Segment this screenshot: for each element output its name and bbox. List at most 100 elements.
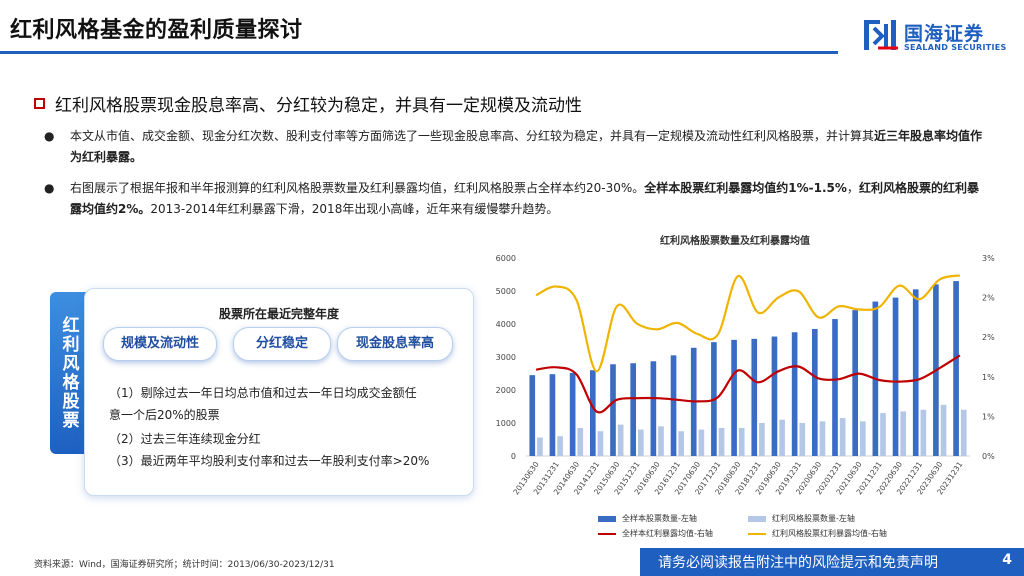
bullet-1-text: 本文从市值、成交金额、现金分红次数、股利支付率等方面筛选了一些现金股息率高、分红… <box>70 129 875 143</box>
bar-div-count <box>960 409 967 456</box>
right-axis-tick-label: 1% <box>982 373 995 382</box>
criterion-3: （3）最近两年平均股利支付率和过去一年股利支付率>20% <box>109 454 430 468</box>
legend-item-all-count: 全样本股票数量-左轴 <box>598 513 697 524</box>
title-underline <box>0 51 838 54</box>
criterion-2: （2）过去三年连续现金分红 <box>109 432 261 446</box>
data-source-note: 资料来源：Wind，国海证券研究所；统计时间：2013/06/30-2023/1… <box>34 560 335 570</box>
bar-all-count <box>912 289 919 456</box>
bullet-paragraph-1: ● 本文从市值、成交金额、现金分红次数、股利支付率等方面筛选了一些现金股息率高、… <box>44 126 990 168</box>
bar-div-count <box>860 421 866 456</box>
legend-swatch <box>598 532 616 535</box>
legend-item-div-exposure: 红利风格股票红利暴露均值-右轴 <box>748 528 887 539</box>
page-title: 红利风格基金的盈利质量探讨 <box>10 18 303 43</box>
bar-div-count <box>577 427 584 456</box>
legend-swatch <box>748 532 766 535</box>
panel-side-label: 红利风格股票 <box>50 292 88 454</box>
bar-div-count <box>658 426 664 456</box>
bar-div-count <box>839 418 846 456</box>
bullet-paragraph-2: ● 右图展示了根据年报和半年报测算的红利风格股票数量及红利暴露均值，红利风格股票… <box>44 178 990 220</box>
right-axis-tick-label: 1% <box>982 412 995 421</box>
footer-bar: 请务必阅读报告附注中的风险提示和免责声明 4 <box>640 548 1024 576</box>
criterion-1-line-1: （1）剔除过去一年日均总市值和过去一年日均成交金额任 <box>109 386 417 400</box>
bullet-2-text-3: 2013-2014年红利暴露下滑，2018年出现小高峰，近年来有缓慢攀升趋势。 <box>150 202 559 216</box>
bar-div-count <box>940 404 947 456</box>
left-axis-tick-label: 0 <box>511 452 516 461</box>
pill-dividend-stable: 分红稳定 <box>233 327 331 361</box>
square-bullet-icon <box>34 98 45 109</box>
bar-div-count <box>617 424 624 456</box>
bullet-2-bold-1: 全样本股票红利暴露均值约1%-1.5% <box>644 181 847 195</box>
bar-div-count <box>920 409 927 456</box>
left-axis-tick-label: 5000 <box>496 287 516 296</box>
sealand-logo-icon <box>864 20 898 50</box>
legend-swatch <box>598 515 616 522</box>
legend-item-all-exposure: 全样本红利暴露均值-右轴 <box>598 528 713 539</box>
bar-div-count <box>819 421 826 456</box>
line-all-exposure <box>535 354 961 414</box>
bar-div-count <box>779 419 785 456</box>
bar-div-count <box>678 431 685 456</box>
bar-all-count <box>670 355 677 456</box>
bar-div-count <box>738 427 745 456</box>
bar-div-count <box>698 429 705 456</box>
left-axis-tick-label: 3000 <box>496 353 516 362</box>
bar-all-count <box>569 372 576 456</box>
bar-all-count <box>771 336 778 456</box>
legend-label: 红利风格股票数量-左轴 <box>772 514 855 523</box>
bar-div-count <box>799 423 806 456</box>
right-axis-tick-label: 3% <box>982 254 995 263</box>
bar-all-count <box>751 338 758 456</box>
bar-all-count <box>832 319 838 456</box>
left-axis-tick-label: 4000 <box>496 320 516 329</box>
bar-all-count <box>892 297 899 456</box>
bar-div-count <box>597 431 604 456</box>
bar-all-count <box>953 281 959 456</box>
logo-english: SEALAND SECURITIES <box>904 43 1007 52</box>
panel-title: 股票所在最近完整年度 <box>218 307 339 321</box>
bar-all-count <box>610 364 616 456</box>
legend-label: 全样本股票数量-左轴 <box>622 514 697 523</box>
bar-div-count <box>900 411 907 456</box>
bullet-2-bold-2: 红利风格股票的红利暴露均值约2%。 <box>70 181 979 216</box>
left-axis-tick-label: 6000 <box>496 254 516 263</box>
bar-div-count <box>557 436 563 456</box>
criteria-panel: 股票所在最近完整年度 规模及流动性 分红稳定 现金股息率高 （1）剔除过去一年日… <box>84 288 474 496</box>
bar-all-count <box>731 339 737 456</box>
bar-div-count <box>638 429 644 456</box>
logo-chinese: 国海证券 <box>904 23 985 45</box>
bullet-2-text-1: 右图展示了根据年报和半年报测算的红利风格股票数量及红利暴露均值，红利风格股票占全… <box>70 181 645 195</box>
legend-swatch <box>748 515 766 522</box>
bullet-1-bold: 近三年股息率均值作为红利暴露。 <box>70 129 983 164</box>
section-heading: 红利风格股票现金股息率高、分红较为稳定，并具有一定规模及流动性 <box>34 91 582 116</box>
dividend-chart: 01000200030004000500060000%1%1%2%2%3%201… <box>496 254 995 496</box>
bar-all-count <box>852 310 858 456</box>
legend-label: 全样本红利暴露均值-右轴 <box>622 529 713 538</box>
bullet-dot-icon: ● <box>44 129 55 143</box>
chart-title: 红利风格股票数量及红利暴露均值 <box>660 236 810 247</box>
bar-div-count <box>537 437 543 456</box>
bar-div-count <box>880 413 886 456</box>
bar-all-count <box>650 361 657 456</box>
bar-div-count <box>759 423 765 456</box>
pill-cash-yield-high: 现金股息率高 <box>337 327 453 361</box>
right-axis-tick-label: 2% <box>982 294 995 303</box>
legend-label: 红利风格股票红利暴露均值-右轴 <box>772 529 887 538</box>
bar-all-count <box>589 370 596 456</box>
page-number: 4 <box>1002 552 1012 568</box>
right-axis-tick-label: 0% <box>982 452 995 461</box>
panel-side-label-text: 红利风格股票 <box>58 316 79 430</box>
line-div-exposure <box>535 274 961 373</box>
right-axis-tick-label: 2% <box>982 333 995 342</box>
pill-size-liquidity: 规模及流动性 <box>103 327 217 361</box>
bar-all-count <box>529 375 536 456</box>
bullet-2-text-2: ， <box>846 181 859 195</box>
bar-all-count <box>791 332 798 456</box>
left-axis-tick-label: 2000 <box>496 386 516 395</box>
section-heading-text: 红利风格股票现金股息率高、分红较为稳定，并具有一定规模及流动性 <box>55 96 582 116</box>
bar-all-count <box>549 374 556 456</box>
left-axis-tick-label: 1000 <box>496 419 516 428</box>
disclaimer-text: 请务必阅读报告附注中的风险提示和免责声明 <box>658 555 938 571</box>
bar-all-count <box>811 328 818 456</box>
criterion-1-line-2: 意一个后20%的股票 <box>109 408 220 422</box>
bullet-dot-icon: ● <box>44 181 55 195</box>
